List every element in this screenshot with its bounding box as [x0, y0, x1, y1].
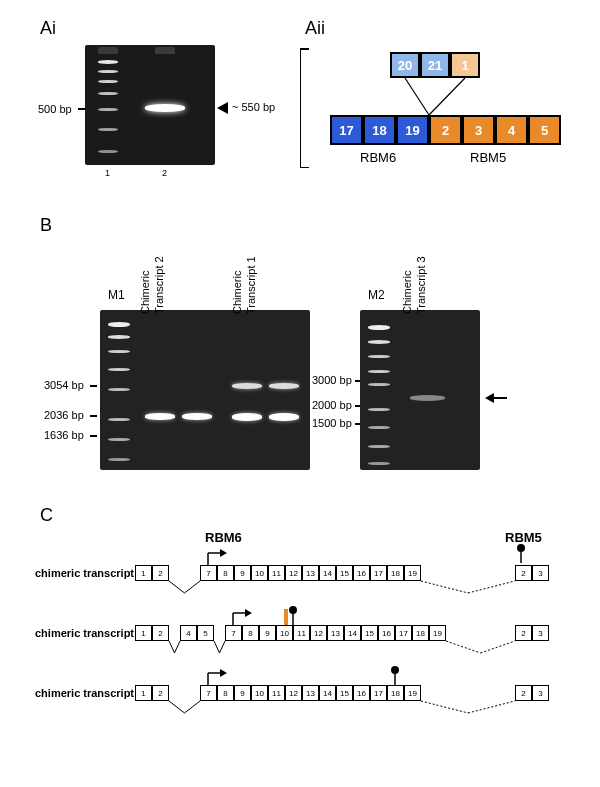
svg-point-30 — [391, 666, 399, 674]
